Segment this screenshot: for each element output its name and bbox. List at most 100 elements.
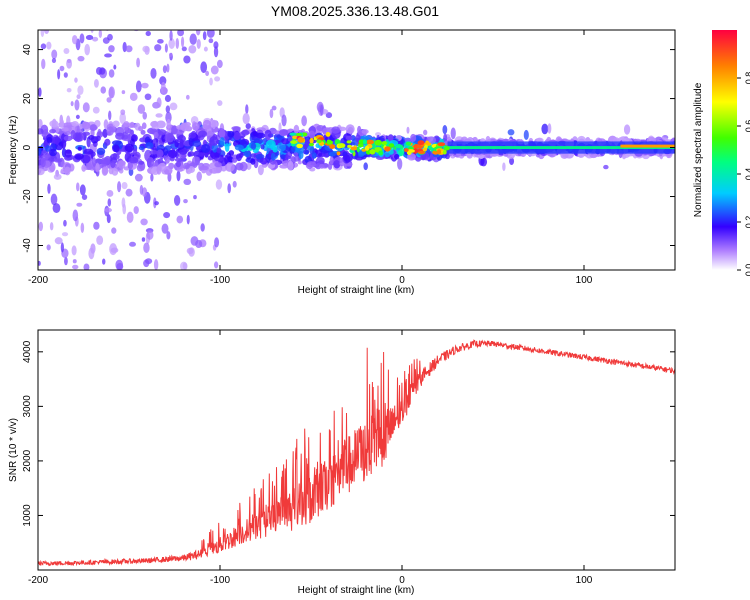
- spectrogram-cell: [145, 31, 151, 37]
- spectrogram-cell: [169, 102, 178, 111]
- spectrogram-cell: [201, 143, 211, 153]
- spectrogram-cell: [306, 161, 317, 168]
- spectrogram-cell: [272, 146, 278, 153]
- spectrogram-cell: [162, 65, 167, 74]
- spectrogram-cell: [38, 128, 44, 135]
- spectrogram-cell: [81, 164, 87, 172]
- spectrogram-cell: [406, 126, 410, 134]
- x-tick-label: 100: [576, 575, 593, 586]
- spectrogram-cell: [167, 149, 178, 159]
- spectrogram-cell: [188, 44, 197, 54]
- spectrogram-cell: [375, 132, 382, 137]
- spectrogram-cell: [106, 190, 114, 197]
- spectrogram-cell: [83, 148, 94, 155]
- spectrogram-cell: [115, 132, 125, 140]
- spectrogram-peak: [309, 137, 314, 144]
- spectrogram-cell: [127, 162, 134, 170]
- spectrogram-peak: [444, 146, 450, 151]
- spectrogram-cell: [163, 211, 171, 219]
- spectrogram-cell: [142, 45, 150, 53]
- spectrogram-cell: [141, 82, 149, 89]
- spectrogram-cell: [144, 93, 152, 101]
- spectrogram-cell: [76, 202, 83, 207]
- spectrogram-cell: [233, 131, 241, 141]
- spectrogram-cell: [183, 55, 191, 64]
- spectrogram-cell: [205, 70, 210, 76]
- spectrogram-peak: [295, 133, 302, 137]
- spectrogram-cell: [319, 104, 324, 116]
- snr-x-axis-label: Height of straight line (km): [298, 585, 415, 596]
- spectrogram-cell: [101, 166, 108, 176]
- spectrogram-cell: [133, 206, 139, 215]
- snr-x-ticks: -200 -100 0 100: [28, 330, 593, 586]
- spectrogram-cell: [93, 78, 99, 88]
- colorbar-tick-label: 0.2: [744, 216, 750, 229]
- spectrogram-cell: [46, 136, 53, 144]
- spectrogram-cell: [216, 59, 223, 69]
- spectrogram-peak: [350, 146, 358, 151]
- spectrogram-cell: [59, 119, 65, 128]
- spectrogram-cell: [210, 65, 219, 75]
- spectrogram-cell: [209, 77, 213, 86]
- snr-series-line: [38, 339, 675, 567]
- spectrogram-cell: [82, 131, 91, 136]
- spectrogram-cell: [132, 147, 138, 156]
- spectrogram-cell: [85, 34, 94, 41]
- spectrogram-cell: [214, 157, 224, 162]
- spectrogram-cell: [250, 142, 257, 150]
- spectrogram-cell: [168, 38, 175, 49]
- spectrogram-peak: [417, 140, 425, 146]
- spectrogram-cell: [166, 63, 170, 73]
- spectrogram-cell: [218, 129, 226, 138]
- spectrogram-cell: [136, 163, 144, 172]
- spectrogram-cell: [357, 125, 362, 135]
- spectrogram-cell: [46, 244, 51, 251]
- spectrogram-cell: [175, 160, 181, 168]
- spectrogram-cell: [86, 162, 93, 170]
- spectrogram-cell: [40, 43, 47, 50]
- spectrogram-cell: [75, 114, 80, 120]
- spectrogram-cell: [176, 124, 185, 130]
- spectrogram-cell: [54, 237, 63, 245]
- spectrogram-cell: [52, 203, 61, 214]
- spectrogram-cell: [265, 139, 276, 149]
- spectrogram-cell: [151, 120, 159, 131]
- spectrogram-cell: [164, 145, 172, 151]
- spectrogram-cell: [110, 160, 116, 168]
- spectrogram-cell: [100, 157, 110, 165]
- spectrogram-plot-area: [38, 30, 675, 270]
- spectrogram-cell: [66, 58, 73, 69]
- spectrogram-cell: [45, 145, 51, 152]
- spectrogram-y-axis-label: Frequency (Hz): [8, 116, 19, 185]
- spectrogram-cell: [161, 133, 167, 143]
- spectrogram-cell: [64, 256, 68, 266]
- spectrogram-cell: [125, 129, 131, 134]
- spectrogram-cell: [280, 154, 286, 160]
- spectrogram-cell: [270, 152, 276, 161]
- colorbar-tick-label: 0.0: [744, 264, 750, 277]
- spectrogram-cell: [156, 164, 162, 175]
- spectrogram-cell: [138, 126, 144, 132]
- spectrogram-peak: [366, 139, 374, 145]
- spectrogram-cell: [44, 30, 50, 35]
- spectrogram-cell: [72, 264, 79, 270]
- spectrogram-cell: [95, 67, 103, 75]
- spectrogram-x-axis-label: Height of straight line (km): [298, 285, 415, 296]
- spectrogram-cell: [246, 162, 252, 170]
- colorbar-tick-label: 0.6: [744, 120, 750, 133]
- spectrogram-cell: [196, 171, 202, 182]
- spectrogram-cell: [199, 165, 209, 171]
- y-tick-label: 1000: [22, 504, 33, 527]
- spectrogram-cell: [214, 162, 222, 168]
- spectrogram-cell: [202, 119, 212, 130]
- spectrogram-cell: [187, 152, 192, 157]
- spectrogram-cell: [443, 133, 448, 143]
- spectrogram-cell: [279, 164, 289, 169]
- spectrogram-cell: [119, 112, 127, 125]
- spectrogram-cell: [183, 199, 188, 204]
- spectrogram-peak: [374, 139, 383, 146]
- snr-frame: [37, 329, 676, 571]
- spectrogram-cell: [102, 258, 106, 265]
